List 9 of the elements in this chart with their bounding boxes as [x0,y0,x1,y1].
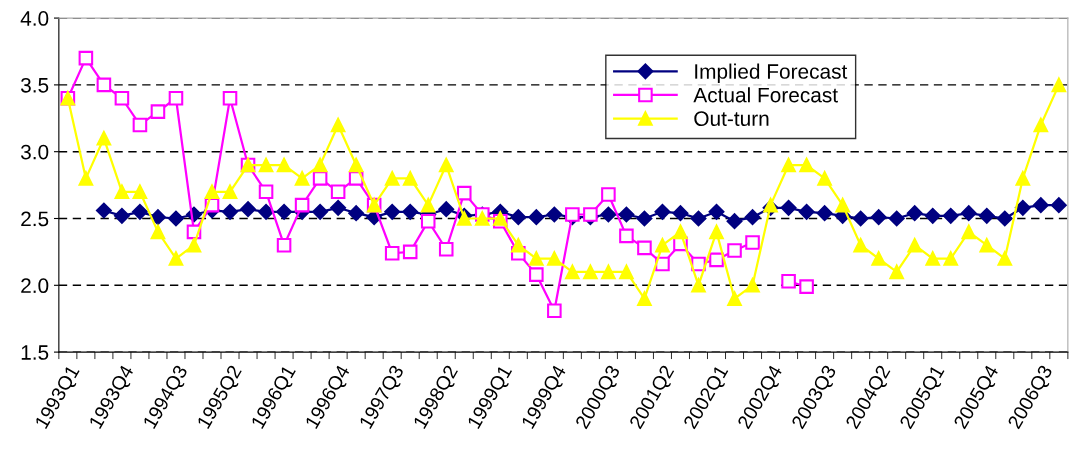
y-tick-label: 2.5 [21,211,49,227]
legend-label: Out-turn [694,111,769,127]
legend-label: Implied Forecast [695,63,848,83]
legend-label: Actual Forecast [693,87,838,103]
y-tick-label: 3.5 [20,77,49,93]
y-tick-label: 2.0 [21,278,49,294]
y-tick-label: 4.0 [20,11,49,26]
y-tick-label: 1.5 [21,345,49,360]
y-tick-label: 3.0 [20,144,49,160]
